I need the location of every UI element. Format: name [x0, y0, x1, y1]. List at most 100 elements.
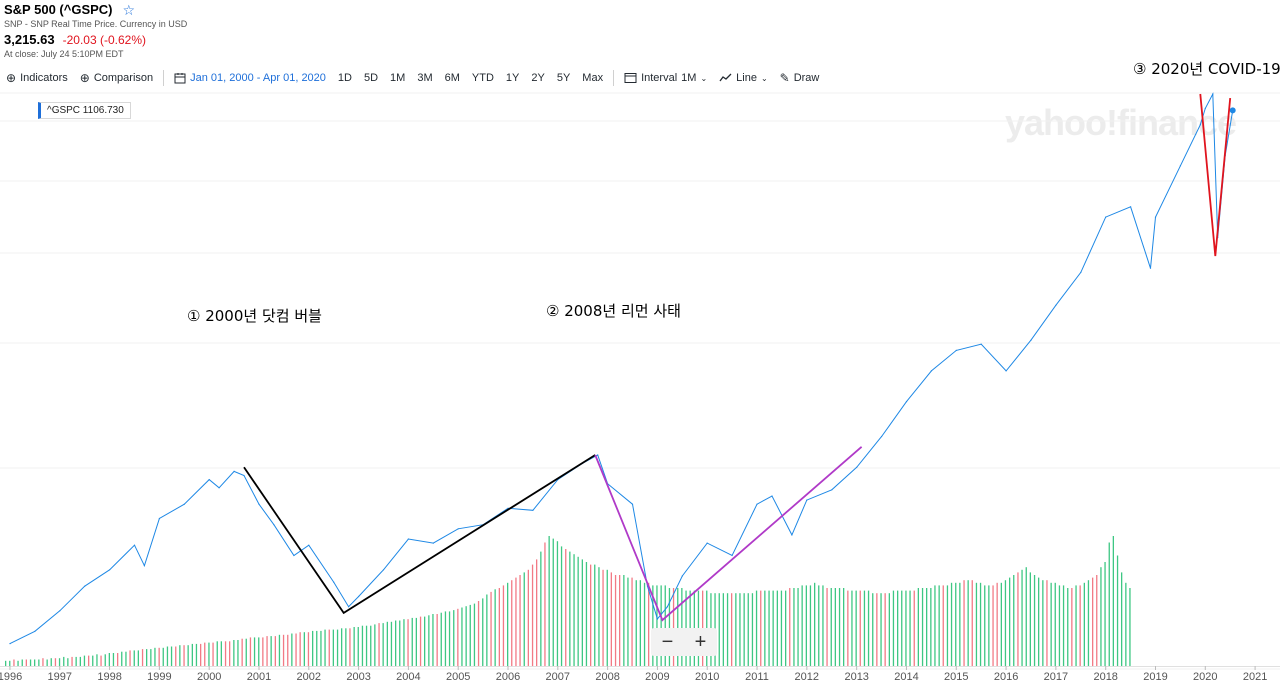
price-point — [1005, 370, 1007, 372]
volume-bar — [407, 619, 409, 666]
chart-type-dropdown[interactable]: Line ⌄ — [713, 72, 774, 84]
volume-bar — [814, 582, 816, 666]
volume-bar — [129, 650, 131, 666]
volume-bar — [502, 585, 505, 666]
volume-bar — [975, 582, 978, 666]
volume-bar — [237, 640, 239, 666]
volume-bar — [776, 590, 778, 666]
volume-bar — [1092, 577, 1094, 666]
volume-bar — [780, 590, 783, 666]
period-button-5d[interactable]: 5D — [363, 72, 379, 84]
price-point — [1055, 304, 1057, 306]
volume-bar — [619, 575, 621, 666]
volume-bar — [71, 656, 73, 666]
volume-bar — [79, 656, 81, 666]
ticker-subtitle: SNP - SNP Real Time Price. Currency in U… — [4, 19, 188, 29]
zoom-in-button[interactable]: + — [694, 630, 707, 653]
volume-bar — [942, 585, 944, 666]
period-button-2y[interactable]: 2Y — [531, 72, 545, 84]
star-icon[interactable]: ☆ — [122, 1, 136, 18]
indicators-label: Indicators — [20, 72, 68, 84]
price-point — [1080, 271, 1082, 273]
date-range-label: Jan 01, 2000 - Apr 01, 2020 — [190, 72, 326, 84]
volume-bar — [950, 582, 953, 666]
volume-bar — [1075, 585, 1077, 666]
volume-bar — [486, 594, 488, 666]
period-button-1y[interactable]: 1Y — [505, 72, 520, 84]
period-button-max[interactable]: Max — [582, 72, 604, 84]
volume-bar — [208, 642, 210, 666]
volume-bar — [569, 551, 571, 666]
volume-bar — [888, 593, 890, 666]
volume-bar — [58, 658, 61, 666]
volume-bar — [50, 658, 52, 666]
volume-bar — [581, 559, 583, 666]
volume-bar — [457, 608, 459, 666]
price-point — [1199, 124, 1201, 126]
volume-bar — [1096, 575, 1098, 666]
period-button-1m[interactable]: 1M — [390, 72, 406, 84]
volume-bar — [838, 588, 841, 666]
volume-bar — [606, 569, 608, 666]
volume-bar — [224, 641, 227, 666]
volume-bar — [13, 659, 15, 666]
period-button-1d[interactable]: 1D — [337, 72, 352, 84]
volume-bar — [1058, 585, 1061, 666]
period-buttons: 1D 5D 1M 3M 6M YTD 1Y 2Y 5Y Max — [332, 72, 609, 84]
period-button-5y[interactable]: 5Y — [556, 72, 571, 84]
volume-bar — [477, 601, 480, 666]
volume-bar — [955, 582, 957, 666]
volume-bar — [851, 590, 853, 666]
price-point — [756, 503, 758, 505]
volume-bar — [117, 653, 119, 666]
plus-circle-icon: ⊕ — [79, 71, 90, 85]
date-range-button[interactable]: Jan 01, 2000 - Apr 01, 2020 — [168, 72, 332, 84]
toolbar-divider — [613, 70, 615, 86]
volume-bar — [643, 582, 646, 666]
volume-bar — [241, 638, 243, 666]
price-point — [9, 643, 11, 645]
plus-circle-icon: ⊕ — [6, 71, 17, 85]
volume-bar — [262, 637, 264, 666]
volume-bar — [378, 623, 380, 666]
volume-bar — [1013, 575, 1015, 666]
indicators-button[interactable]: ⊕ Indicators — [0, 71, 74, 85]
price-chart[interactable]: 1996 1997 1998 1999 2000 2001 2002 2003 2004 2005… — [0, 92, 1280, 683]
interval-dropdown[interactable]: Interval 1M ⌄ — [618, 72, 713, 84]
zoom-out-button[interactable]: − — [661, 630, 674, 653]
price-point — [856, 466, 858, 468]
price-point — [109, 569, 111, 571]
volume-bar — [1116, 555, 1119, 666]
price-point — [905, 401, 908, 403]
price-point — [84, 585, 86, 587]
volume-bar — [448, 611, 451, 666]
volume-bar — [921, 588, 924, 666]
price-point — [233, 470, 235, 472]
x-tick-label: 2000 — [197, 671, 221, 683]
volume-bar — [158, 647, 160, 666]
volume-bar — [133, 650, 135, 666]
period-button-ytd[interactable]: YTD — [471, 72, 494, 84]
x-tick-label: 2007 — [546, 671, 570, 683]
volume-bar — [834, 588, 836, 666]
comparison-button[interactable]: ⊕ Comparison — [74, 71, 159, 85]
volume-bar — [17, 660, 19, 666]
draw-button[interactable]: ✎ Draw — [774, 71, 826, 85]
x-tick-label: 2018 — [1093, 671, 1117, 683]
volume-bar — [573, 554, 575, 666]
price-point — [208, 479, 210, 481]
x-tick-label: 2011 — [745, 671, 769, 683]
volume-bar — [1033, 575, 1036, 666]
volume-bar — [859, 590, 861, 666]
period-button-6m[interactable]: 6M — [444, 72, 460, 84]
volume-bar — [926, 588, 928, 666]
volume-bar — [370, 625, 372, 666]
volume-bar — [424, 616, 426, 666]
volume-bar — [577, 556, 579, 666]
period-button-3m[interactable]: 3M — [417, 72, 433, 84]
volume-bar — [253, 637, 256, 666]
volume-bar — [959, 582, 961, 666]
draw-label: Draw — [793, 72, 820, 84]
volume-bar — [411, 617, 413, 666]
price-point — [771, 495, 773, 497]
